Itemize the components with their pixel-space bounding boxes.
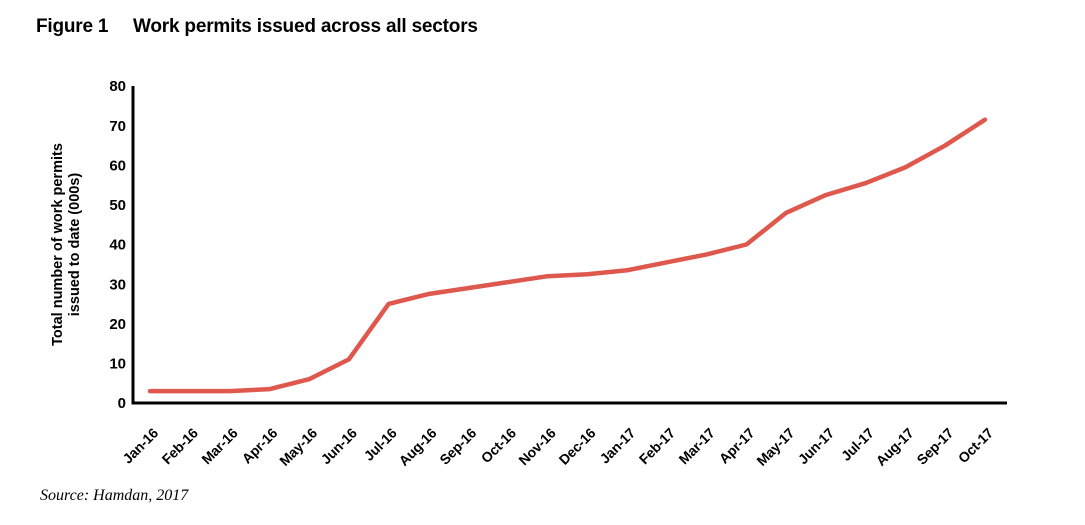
y-tick-label: 10 [109, 356, 126, 373]
x-tick-label: Mar-17 [675, 425, 718, 468]
x-tick-label: Dec-16 [556, 425, 599, 468]
figure-label: Figure 1 [36, 16, 109, 37]
x-tick-label: Jul-16 [361, 425, 400, 464]
y-tick-label: 60 [109, 157, 126, 174]
axis-lines [131, 86, 1007, 405]
x-tick-label: Sep-17 [913, 425, 956, 468]
x-tick-label: Oct-16 [478, 425, 520, 467]
x-tick-label: Sep-16 [436, 425, 479, 468]
x-tick-label: Aug-17 [873, 425, 917, 469]
y-tick-label: 20 [109, 316, 126, 333]
x-tick-label: Aug-16 [395, 425, 439, 469]
y-tick-label: 50 [109, 197, 126, 214]
y-tick-label: 30 [109, 276, 126, 293]
x-tick-label: Oct-17 [955, 425, 997, 467]
y-tick-label: 70 [109, 118, 126, 135]
x-tick-label: May-16 [276, 425, 320, 469]
x-tick-label: Apr-16 [239, 425, 281, 467]
x-tick-label: Jun-16 [318, 425, 361, 468]
y-tick-label: 40 [109, 237, 126, 254]
source-note: Source: Hamdan, 2017 [40, 487, 189, 504]
y-axis-title: Total number of work permits [50, 143, 66, 346]
y-tick-label: 0 [118, 395, 126, 412]
x-tick-label: Nov-16 [515, 425, 559, 469]
figure-heading: Work permits issued across all sectors [133, 16, 478, 37]
x-tick-label: Jan-16 [119, 425, 161, 467]
x-tick-label: Feb-16 [159, 425, 202, 468]
x-tick-label: Jun-17 [795, 425, 838, 468]
y-tick-label: 80 [109, 78, 126, 95]
data-line [147, 117, 988, 394]
x-tick-label: Apr-17 [716, 425, 758, 467]
x-tick-label: May-17 [753, 425, 797, 469]
x-tick-label: Jan-17 [596, 425, 638, 467]
x-tick-label: Feb-17 [636, 425, 679, 468]
y-axis-title: issued to date (000s) [67, 173, 83, 317]
x-tick-label: Jul-17 [838, 425, 877, 464]
x-tick-label: Mar-16 [198, 425, 241, 468]
